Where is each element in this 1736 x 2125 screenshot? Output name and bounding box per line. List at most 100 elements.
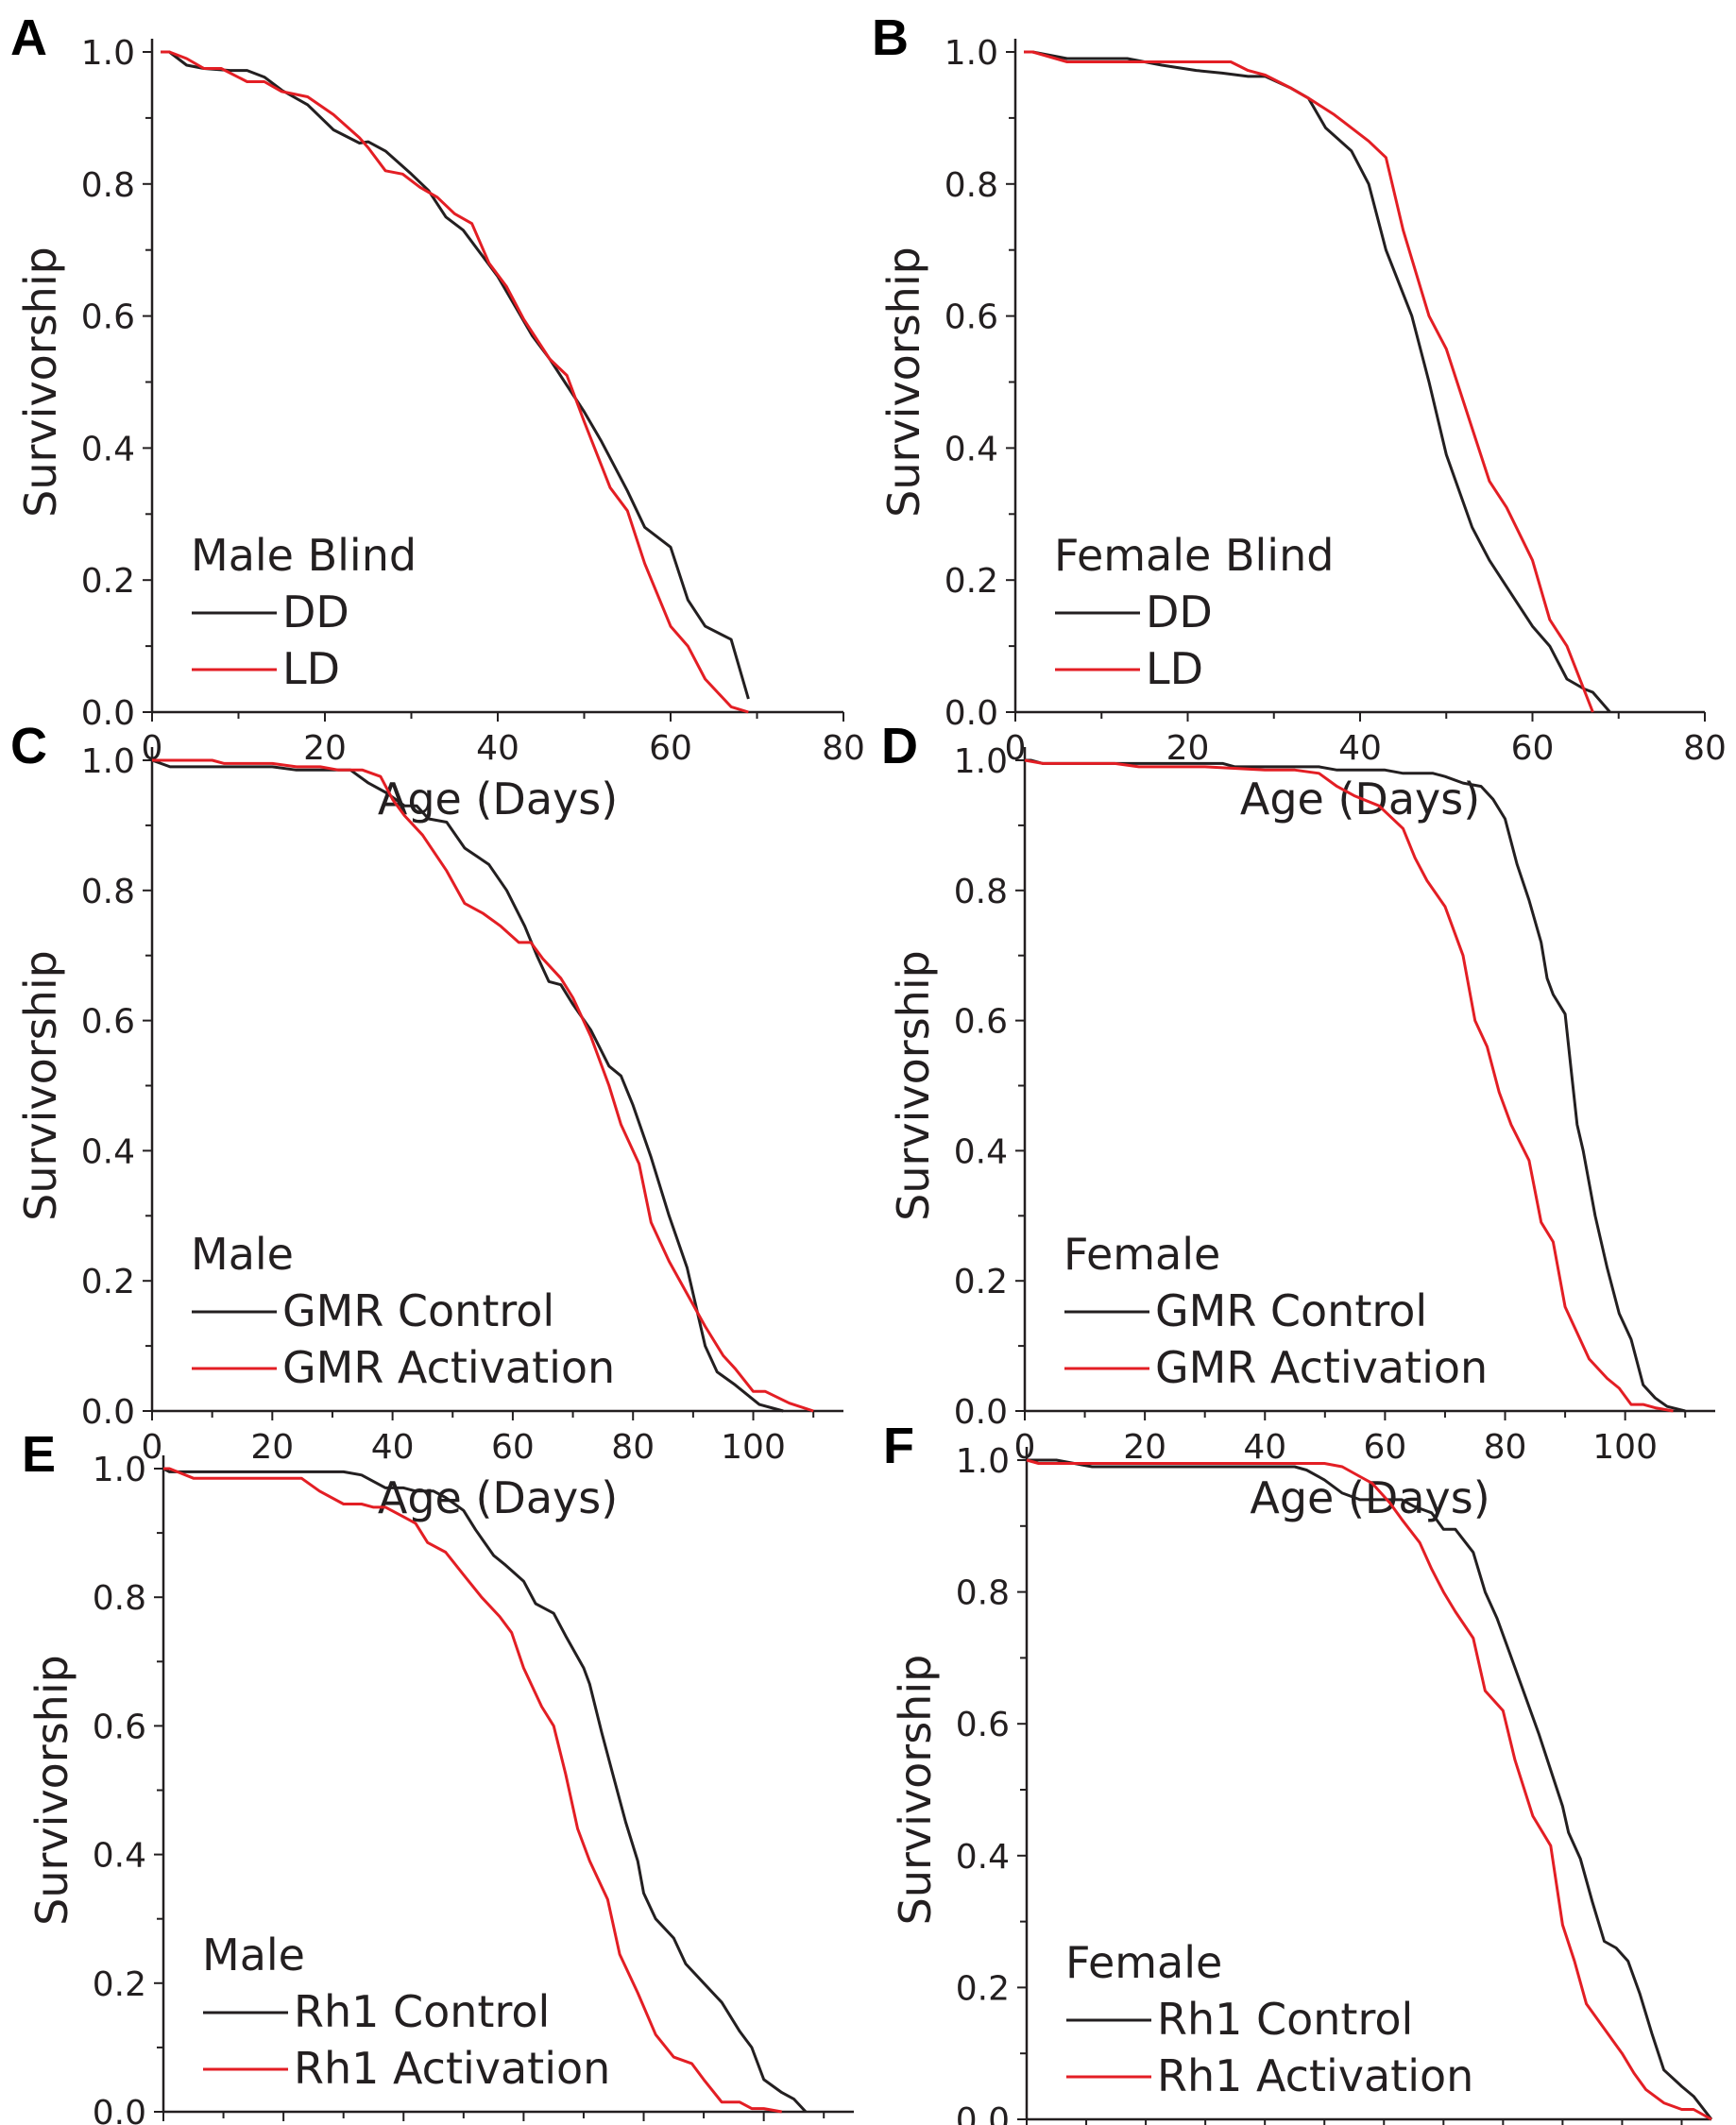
x-tick-label: 40 <box>1243 1428 1286 1467</box>
panel-f: F 0.0 0.2 0.4 0.6 0.8 1.00 20 40 60 80 100 Age (Days… <box>883 1418 1713 2125</box>
y-tick-label: 0.0 <box>93 2094 146 2125</box>
y-tick-label: 0.0 <box>81 694 135 733</box>
legend-label: Rh1 Control <box>294 1986 550 2037</box>
panel-letter: B <box>872 9 909 66</box>
y-axis-title: Survivorship <box>878 246 929 518</box>
series-line-rh1-activation <box>1026 1458 1712 2121</box>
x-tick-label: 80 <box>611 1428 655 1467</box>
series-line-ld <box>161 50 749 714</box>
y-tick-label: 0.8 <box>956 1574 1010 1613</box>
x-tick-label: 60 <box>1363 1428 1406 1467</box>
legend-title: Male Blind <box>191 530 417 581</box>
x-tick-label: 0 <box>142 1428 163 1467</box>
x-tick-label: 80 <box>822 729 865 768</box>
y-tick-label: 0.0 <box>81 1393 135 1432</box>
panel-letter: A <box>10 9 47 66</box>
series-line-gmr-control <box>1025 758 1686 1413</box>
legend-title: Female <box>1064 1229 1220 1280</box>
legend-label: Rh1 Activation <box>1157 2050 1473 2101</box>
legend-title: Male <box>191 1229 294 1280</box>
legend-label: DD <box>1146 586 1213 638</box>
x-axis-title: Age (Days) <box>1250 1472 1489 1523</box>
y-tick-label: 0.6 <box>956 1706 1010 1744</box>
y-tick-label: 0.6 <box>954 1003 1008 1042</box>
x-tick-label: 60 <box>649 729 692 768</box>
y-tick-label: 0.0 <box>954 1393 1008 1432</box>
x-tick-label: 0 <box>1005 729 1027 768</box>
panel-letter: E <box>22 1426 56 1483</box>
y-tick-label: 0.4 <box>93 1837 146 1876</box>
series-line-rh1-control <box>162 1467 808 2114</box>
y-tick-label: 0.6 <box>81 298 135 337</box>
x-axis-title: Age (Days) <box>378 1472 618 1523</box>
y-tick-label: 0.4 <box>81 430 135 468</box>
x-tick-label: 20 <box>303 729 347 768</box>
y-tick-label: 1.0 <box>954 742 1008 781</box>
y-axis-title: Survivorship <box>890 1655 941 1926</box>
x-tick-label: 0 <box>1014 1428 1036 1467</box>
series-line-gmr-activation <box>1024 758 1674 1413</box>
y-tick-label: 1.0 <box>945 34 998 73</box>
y-tick-label: 0.2 <box>81 562 135 601</box>
series-line-ld <box>1024 50 1594 713</box>
x-tick-label: 80 <box>1683 729 1727 768</box>
y-tick-label: 0.8 <box>945 166 998 205</box>
y-axis-title: Survivorship <box>15 246 66 518</box>
legend-title: Male <box>202 1930 305 1980</box>
y-tick-label: 0.6 <box>945 298 998 337</box>
x-tick-label: 20 <box>250 1428 294 1467</box>
y-tick-label: 0.2 <box>954 1263 1008 1301</box>
y-tick-label: 0.2 <box>956 1969 1010 2008</box>
panel-letter: C <box>10 718 47 774</box>
y-tick-label: 0.4 <box>945 430 998 468</box>
y-tick-label: 0.2 <box>93 1965 146 2004</box>
series-line-rh1-activation <box>163 1467 782 2114</box>
x-tick-label: 40 <box>1338 729 1382 768</box>
y-tick-label: 0.2 <box>81 1263 135 1301</box>
legend-label: Rh1 Activation <box>294 2043 610 2094</box>
panel-e: E 0.0 0.2 0.4 0.6 0.8 1.00 20 40 60 80 100 Age (Days… <box>22 1426 854 2125</box>
x-tick-label: 100 <box>1592 1428 1658 1467</box>
y-tick-label: 0.8 <box>81 166 135 205</box>
legend-label: Rh1 Control <box>1157 1994 1413 2045</box>
y-axis-title: Survivorship <box>888 950 939 1221</box>
y-axis-title: Survivorship <box>26 1655 77 1926</box>
x-tick-label: 20 <box>1123 1428 1166 1467</box>
x-tick-label: 80 <box>1484 1428 1527 1467</box>
y-tick-label: 0.8 <box>93 1579 146 1618</box>
y-axis-title: Survivorship <box>15 950 66 1221</box>
series-line-dd <box>161 50 750 700</box>
x-tick-label: 60 <box>1511 729 1555 768</box>
legend-label: GMR Control <box>1155 1285 1427 1336</box>
legend-title: Female <box>1065 1937 1222 1988</box>
y-tick-label: 0.8 <box>81 873 135 911</box>
x-tick-label: 40 <box>371 1428 415 1467</box>
legend-title: Female Blind <box>1054 530 1334 581</box>
x-tick-label: 40 <box>476 729 519 768</box>
y-tick-label: 0.8 <box>954 873 1008 911</box>
series-line-dd <box>1024 50 1611 713</box>
y-tick-label: 0.4 <box>956 1838 1010 1877</box>
legend-label: DD <box>282 586 349 638</box>
x-tick-label: 100 <box>721 1428 786 1467</box>
y-tick-label: 0.4 <box>81 1132 135 1171</box>
y-tick-label: 1.0 <box>956 1442 1010 1481</box>
y-tick-label: 1.0 <box>81 34 135 73</box>
y-tick-label: 1.0 <box>81 742 135 781</box>
legend-label: GMR Activation <box>282 1342 615 1393</box>
x-tick-label: 60 <box>491 1428 535 1467</box>
x-axis-title: Age (Days) <box>378 774 618 824</box>
series-line-gmr-activation <box>152 758 814 1413</box>
y-tick-label: 0.2 <box>945 562 998 601</box>
y-tick-label: 0.6 <box>93 1708 146 1746</box>
y-tick-label: 1.0 <box>93 1451 146 1489</box>
y-tick-label: 0.0 <box>945 694 998 733</box>
y-tick-label: 0.4 <box>954 1132 1008 1171</box>
panel-letter: F <box>883 1418 914 1474</box>
legend-label: GMR Control <box>282 1285 554 1336</box>
